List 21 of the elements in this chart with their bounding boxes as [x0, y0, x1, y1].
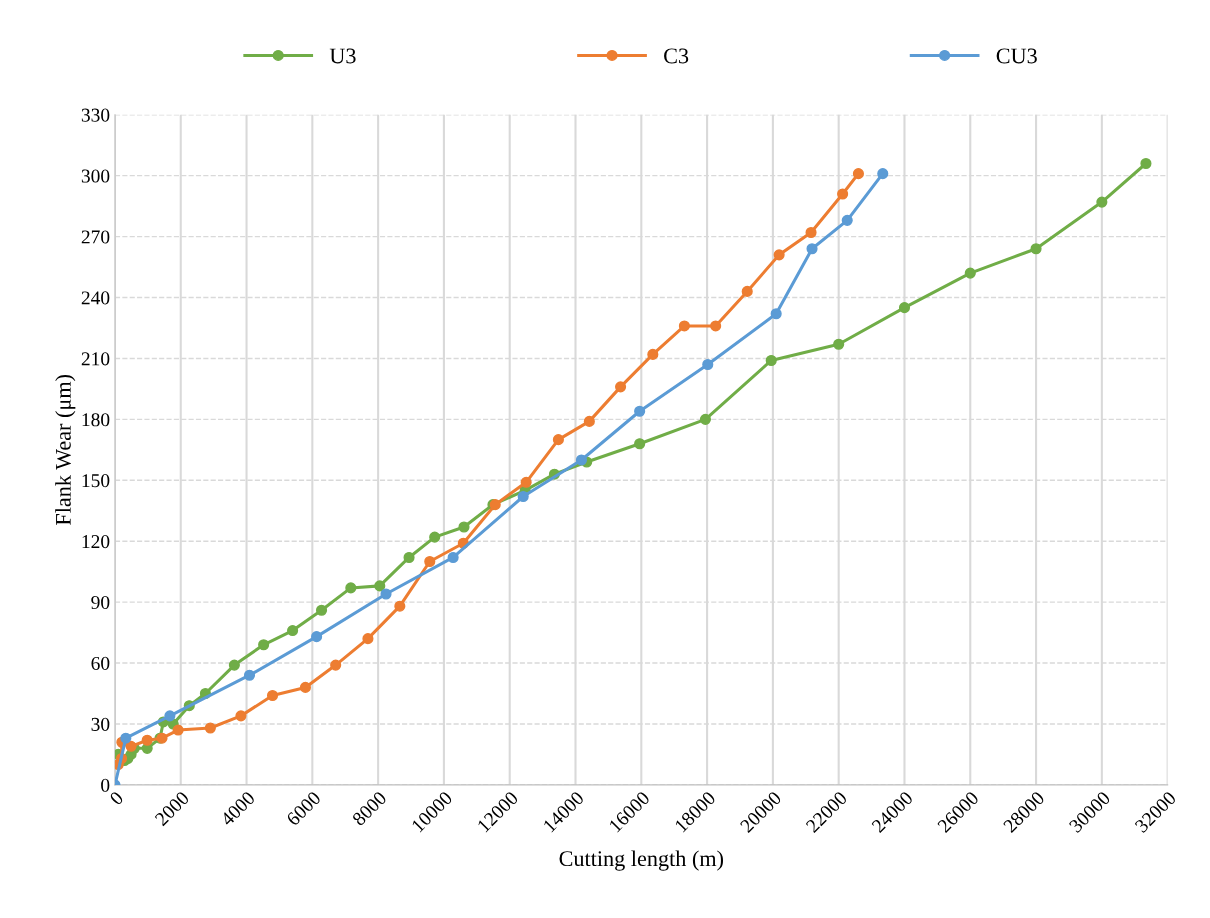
- x-tick-label: 4000: [219, 790, 256, 827]
- y-tick-label: 150: [82, 474, 110, 488]
- y-tick-label: 180: [82, 413, 110, 427]
- y-tick-label: 270: [81, 230, 110, 244]
- legend-label: C3: [664, 48, 689, 64]
- x-axis-title: Cutting length (m): [559, 850, 724, 871]
- y-tick-label: 60: [91, 656, 110, 670]
- y-tick-label: 240: [81, 291, 110, 305]
- y-tick-label: 330: [81, 108, 110, 122]
- y-tick-label: 300: [81, 169, 110, 183]
- y-tick-label: 30: [91, 717, 110, 731]
- y-tick-label: 210: [81, 352, 110, 366]
- x-tick-label: 0: [109, 790, 125, 806]
- y-tick-label: 0: [101, 778, 110, 792]
- legend-label: U3: [329, 48, 356, 64]
- x-tick-label: 8000: [351, 790, 388, 827]
- y-tick-label: 90: [91, 595, 110, 610]
- x-tick-label: 6000: [285, 790, 322, 827]
- y-axis-title: Flank Wear (μm): [55, 374, 76, 526]
- legend-label: CU3: [996, 48, 1037, 64]
- y-tick-label: 120: [82, 535, 110, 549]
